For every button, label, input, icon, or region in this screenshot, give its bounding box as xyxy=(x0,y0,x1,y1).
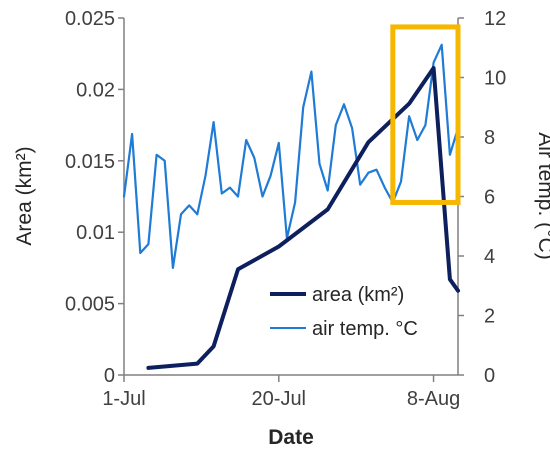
legend: area (km²) air temp. °C xyxy=(270,284,418,340)
left-tick-label: 0.01 xyxy=(76,222,115,244)
right-tick-label: 0 xyxy=(484,365,495,387)
air-temp-series-line xyxy=(122,43,460,269)
x-tick-label: 1-Jul xyxy=(102,388,145,410)
left-tick-label: 0 xyxy=(104,365,115,387)
legend-temp-label: air temp. °C xyxy=(312,318,418,340)
left-y-ticks: 0 0.005 0.01 0.015 0.02 0.025 xyxy=(65,8,124,387)
right-tick-label: 2 xyxy=(484,306,495,328)
right-tick-label: 10 xyxy=(484,68,506,90)
x-tick-label: 20-Jul xyxy=(252,388,306,410)
right-tick-label: 4 xyxy=(484,246,495,268)
x-ticks: 1-Jul 20-Jul 8-Aug xyxy=(102,375,460,410)
right-axis-title: Air temp. (°C) xyxy=(534,132,550,259)
right-tick-label: 12 xyxy=(484,8,506,30)
left-axis-title: Area (km²) xyxy=(13,146,36,245)
area-series-line xyxy=(146,66,460,370)
left-tick-label: 0.015 xyxy=(65,151,115,173)
highlight-box xyxy=(390,24,461,205)
legend-area-label: area (km²) xyxy=(312,284,404,306)
left-tick-label: 0.005 xyxy=(65,294,115,316)
x-tick-label: 8-Aug xyxy=(407,388,460,410)
right-tick-label: 6 xyxy=(484,187,495,209)
right-tick-label: 8 xyxy=(484,127,495,149)
left-tick-label: 0.025 xyxy=(65,8,115,30)
series-layer xyxy=(122,43,460,370)
x-axis-title: Date xyxy=(268,426,314,449)
left-tick-label: 0.02 xyxy=(76,79,115,101)
right-y-ticks: 0 2 4 6 8 10 12 xyxy=(458,8,506,387)
